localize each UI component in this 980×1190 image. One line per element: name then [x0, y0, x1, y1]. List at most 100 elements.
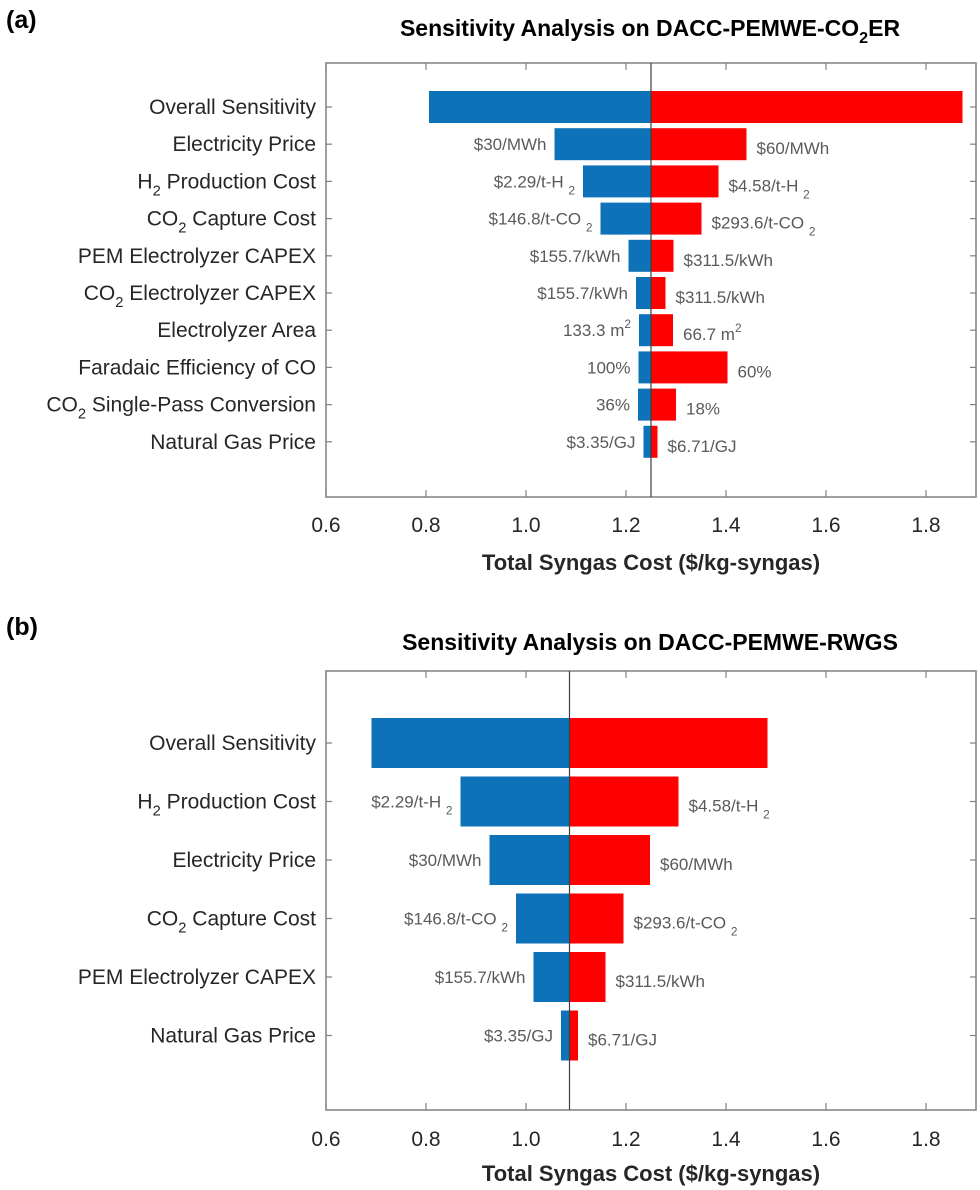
panel-a: (a) Sensitivity Analysis on DACC-PEMWE-CO… [6, 6, 977, 575]
xtick-label: 0.6 [311, 514, 340, 537]
xtick-label: 0.8 [411, 514, 440, 537]
ytick-label: Electrolyzer Area [157, 319, 316, 342]
xtick-label: 1.4 [711, 1128, 741, 1151]
xtick-label: 1.2 [611, 514, 640, 537]
bar-high-label: $4.58/t-H 2 [729, 176, 811, 201]
bar-low-label: $155.7/kWh [435, 968, 526, 987]
ytick-label: Electricity Price [172, 849, 316, 872]
bar-low-label: 133.3 m2 [563, 317, 631, 340]
bar-low [460, 776, 570, 827]
x-axis-label: Total Syngas Cost ($/kg-syngas) [482, 1161, 820, 1186]
bar-high [651, 128, 747, 161]
bar-low-label: $2.29/t-H 2 [494, 172, 576, 197]
ytick-label: PEM Electrolyzer CAPEX [78, 245, 316, 268]
bar-high-label: $60/MWh [660, 855, 733, 874]
xtick-label: 1.2 [611, 1128, 640, 1151]
bar-high [569, 952, 606, 1002]
ytick-label: Overall Sensitivity [149, 96, 316, 119]
bar-high [569, 718, 768, 768]
bar-high-label: 66.7 m2 [683, 321, 742, 344]
bar-low [600, 202, 651, 235]
bar-high [651, 277, 666, 309]
bar-high [651, 91, 963, 123]
xtick-label: 1.0 [511, 1128, 540, 1151]
ytick-label: Overall Sensitivity [149, 732, 316, 755]
panel-label: (b) [6, 613, 38, 641]
xtick-label: 1.6 [811, 514, 840, 537]
x-axis-label: Total Syngas Cost ($/kg-syngas) [482, 550, 820, 575]
bar-high [651, 425, 658, 458]
bar-low [516, 893, 570, 944]
bar-low-label: $155.7/kWh [537, 284, 628, 303]
xtick-label: 1.8 [911, 1128, 940, 1151]
bar-low-label: $146.8/t-CO 2 [404, 910, 508, 935]
bar-high [651, 388, 676, 421]
xtick-label: 1.6 [811, 1128, 840, 1151]
chart-title: Sensitivity Analysis on DACC-PEMWE-RWGS [402, 629, 898, 655]
bar-high-label: $293.6/t-CO 2 [712, 214, 816, 239]
bar-high-label: $293.6/t-CO 2 [634, 914, 738, 939]
ytick-label: CO2 Single-Pass Conversion [46, 394, 316, 423]
ytick-label: CO2 Capture Cost [147, 908, 316, 937]
bar-low-label: $155.7/kWh [530, 247, 621, 266]
xtick-label: 1.8 [911, 514, 940, 537]
panel-b: (b) Sensitivity Analysis on DACC-PEMWE-RW… [6, 613, 977, 1186]
bar-low-label: $3.35/GJ [567, 433, 636, 452]
ytick-label: Electricity Price [172, 133, 316, 156]
bar-high [569, 835, 650, 885]
bar-low-label: $146.8/t-CO 2 [489, 210, 593, 235]
bar-low [638, 388, 651, 421]
bar-high-label: $60/MWh [757, 139, 830, 158]
panel-label: (a) [6, 6, 37, 34]
ytick-label: CO2 Electrolyzer CAPEX [84, 282, 316, 311]
ytick-label: Natural Gas Price [150, 1025, 316, 1048]
ytick-label: Faradaic Efficiency of CO [78, 356, 316, 379]
bar-high-label: 18% [686, 400, 720, 419]
bar-low-label: $2.29/t-H 2 [371, 793, 453, 818]
bar-low-label: $3.35/GJ [484, 1027, 553, 1046]
bar-high-label: 60% [738, 362, 772, 381]
bar-high-label: $311.5/kWh [684, 251, 773, 270]
bar-low [429, 91, 651, 123]
bar-low [554, 128, 651, 161]
bar-high-label: $4.58/t-H 2 [689, 797, 771, 822]
xtick-label: 0.6 [311, 1128, 340, 1151]
bar-high-label: $6.71/GJ [588, 1031, 657, 1050]
bar-high [651, 351, 728, 384]
bar-low-label: 100% [587, 358, 630, 377]
bar-low [533, 952, 570, 1002]
bar-low [583, 165, 651, 198]
bar-low [371, 718, 570, 768]
ytick-label: H2 Production Cost [137, 791, 316, 820]
xtick-label: 0.8 [411, 1128, 440, 1151]
bar-low [643, 425, 651, 458]
ytick-label: Natural Gas Price [150, 431, 316, 454]
bar-low-label: $30/MWh [474, 135, 547, 154]
bar-high [569, 776, 679, 827]
bar-low [561, 1010, 570, 1061]
bar-high [569, 1010, 578, 1061]
bar-low [489, 835, 570, 885]
xtick-label: 1.0 [511, 514, 540, 537]
bar-high-label: $6.71/GJ [668, 437, 737, 456]
bar-low [628, 239, 651, 272]
bar-high [651, 202, 702, 235]
bar-high [651, 314, 673, 347]
bar-low-label: 36% [596, 396, 630, 415]
xtick-label: 1.4 [711, 514, 741, 537]
ytick-label: H2 Production Cost [137, 170, 316, 199]
ytick-label: PEM Electrolyzer CAPEX [78, 966, 316, 989]
chart-title: Sensitivity Analysis on DACC-PEMWE-CO2ER [400, 15, 901, 47]
bar-high [569, 893, 624, 944]
axes-box [325, 670, 977, 1111]
bar-low [639, 314, 651, 347]
bar-high-label: $311.5/kWh [676, 288, 765, 307]
bar-high [651, 165, 719, 198]
ytick-label: CO2 Capture Cost [147, 208, 316, 237]
bar-low [638, 351, 651, 384]
bar-low [636, 277, 651, 309]
bar-low-label: $30/MWh [409, 851, 482, 870]
bar-high-label: $311.5/kWh [616, 972, 705, 991]
bar-high [651, 239, 674, 272]
